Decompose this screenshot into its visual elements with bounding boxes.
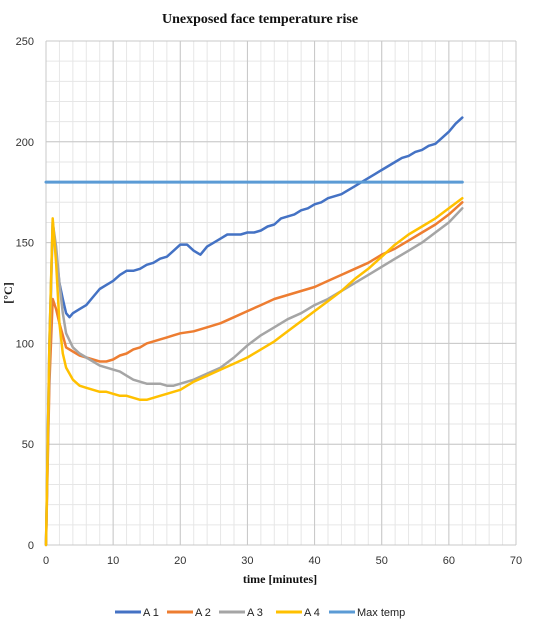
x-tick-label: 0 [43, 555, 49, 567]
y-axis-label: [°C] [1, 282, 15, 303]
chart-title: Unexposed face temperature rise [162, 12, 358, 27]
x-tick-label: 70 [510, 555, 522, 567]
series-line-1 [44, 116, 464, 547]
y-tick-label: 150 [16, 238, 34, 250]
legend-entry: A 1 [143, 607, 159, 619]
series-line-3 [44, 207, 464, 547]
legend-entry: A 3 [247, 607, 263, 619]
x-tick-label: 50 [376, 555, 388, 567]
y-tick-label: 250 [16, 36, 34, 48]
series-line-2 [44, 201, 464, 547]
x-tick-label: 10 [107, 555, 119, 567]
y-tick-label: 0 [28, 540, 34, 552]
x-tick-label: 40 [308, 555, 320, 567]
x-axis-label: time [minutes] [243, 572, 317, 586]
legend: A 1 A 2 A 3 A 4 Max temp [115, 607, 405, 619]
y-tick-label: 50 [22, 439, 34, 451]
legend-entry: Max temp [357, 607, 405, 619]
x-tick-label: 20 [174, 555, 186, 567]
axis-ticks: 0 10 20 30 40 50 60 70 0 50 100 150 200 250 [16, 36, 522, 567]
grid [45, 40, 517, 546]
series-group [44, 116, 464, 547]
x-tick-label: 30 [241, 555, 253, 567]
y-tick-label: 100 [16, 338, 34, 350]
legend-entry: A 4 [304, 607, 320, 619]
y-tick-label: 200 [16, 137, 34, 149]
x-tick-label: 60 [443, 555, 455, 567]
legend-entry: A 2 [195, 607, 211, 619]
series-line-4 [44, 196, 464, 547]
